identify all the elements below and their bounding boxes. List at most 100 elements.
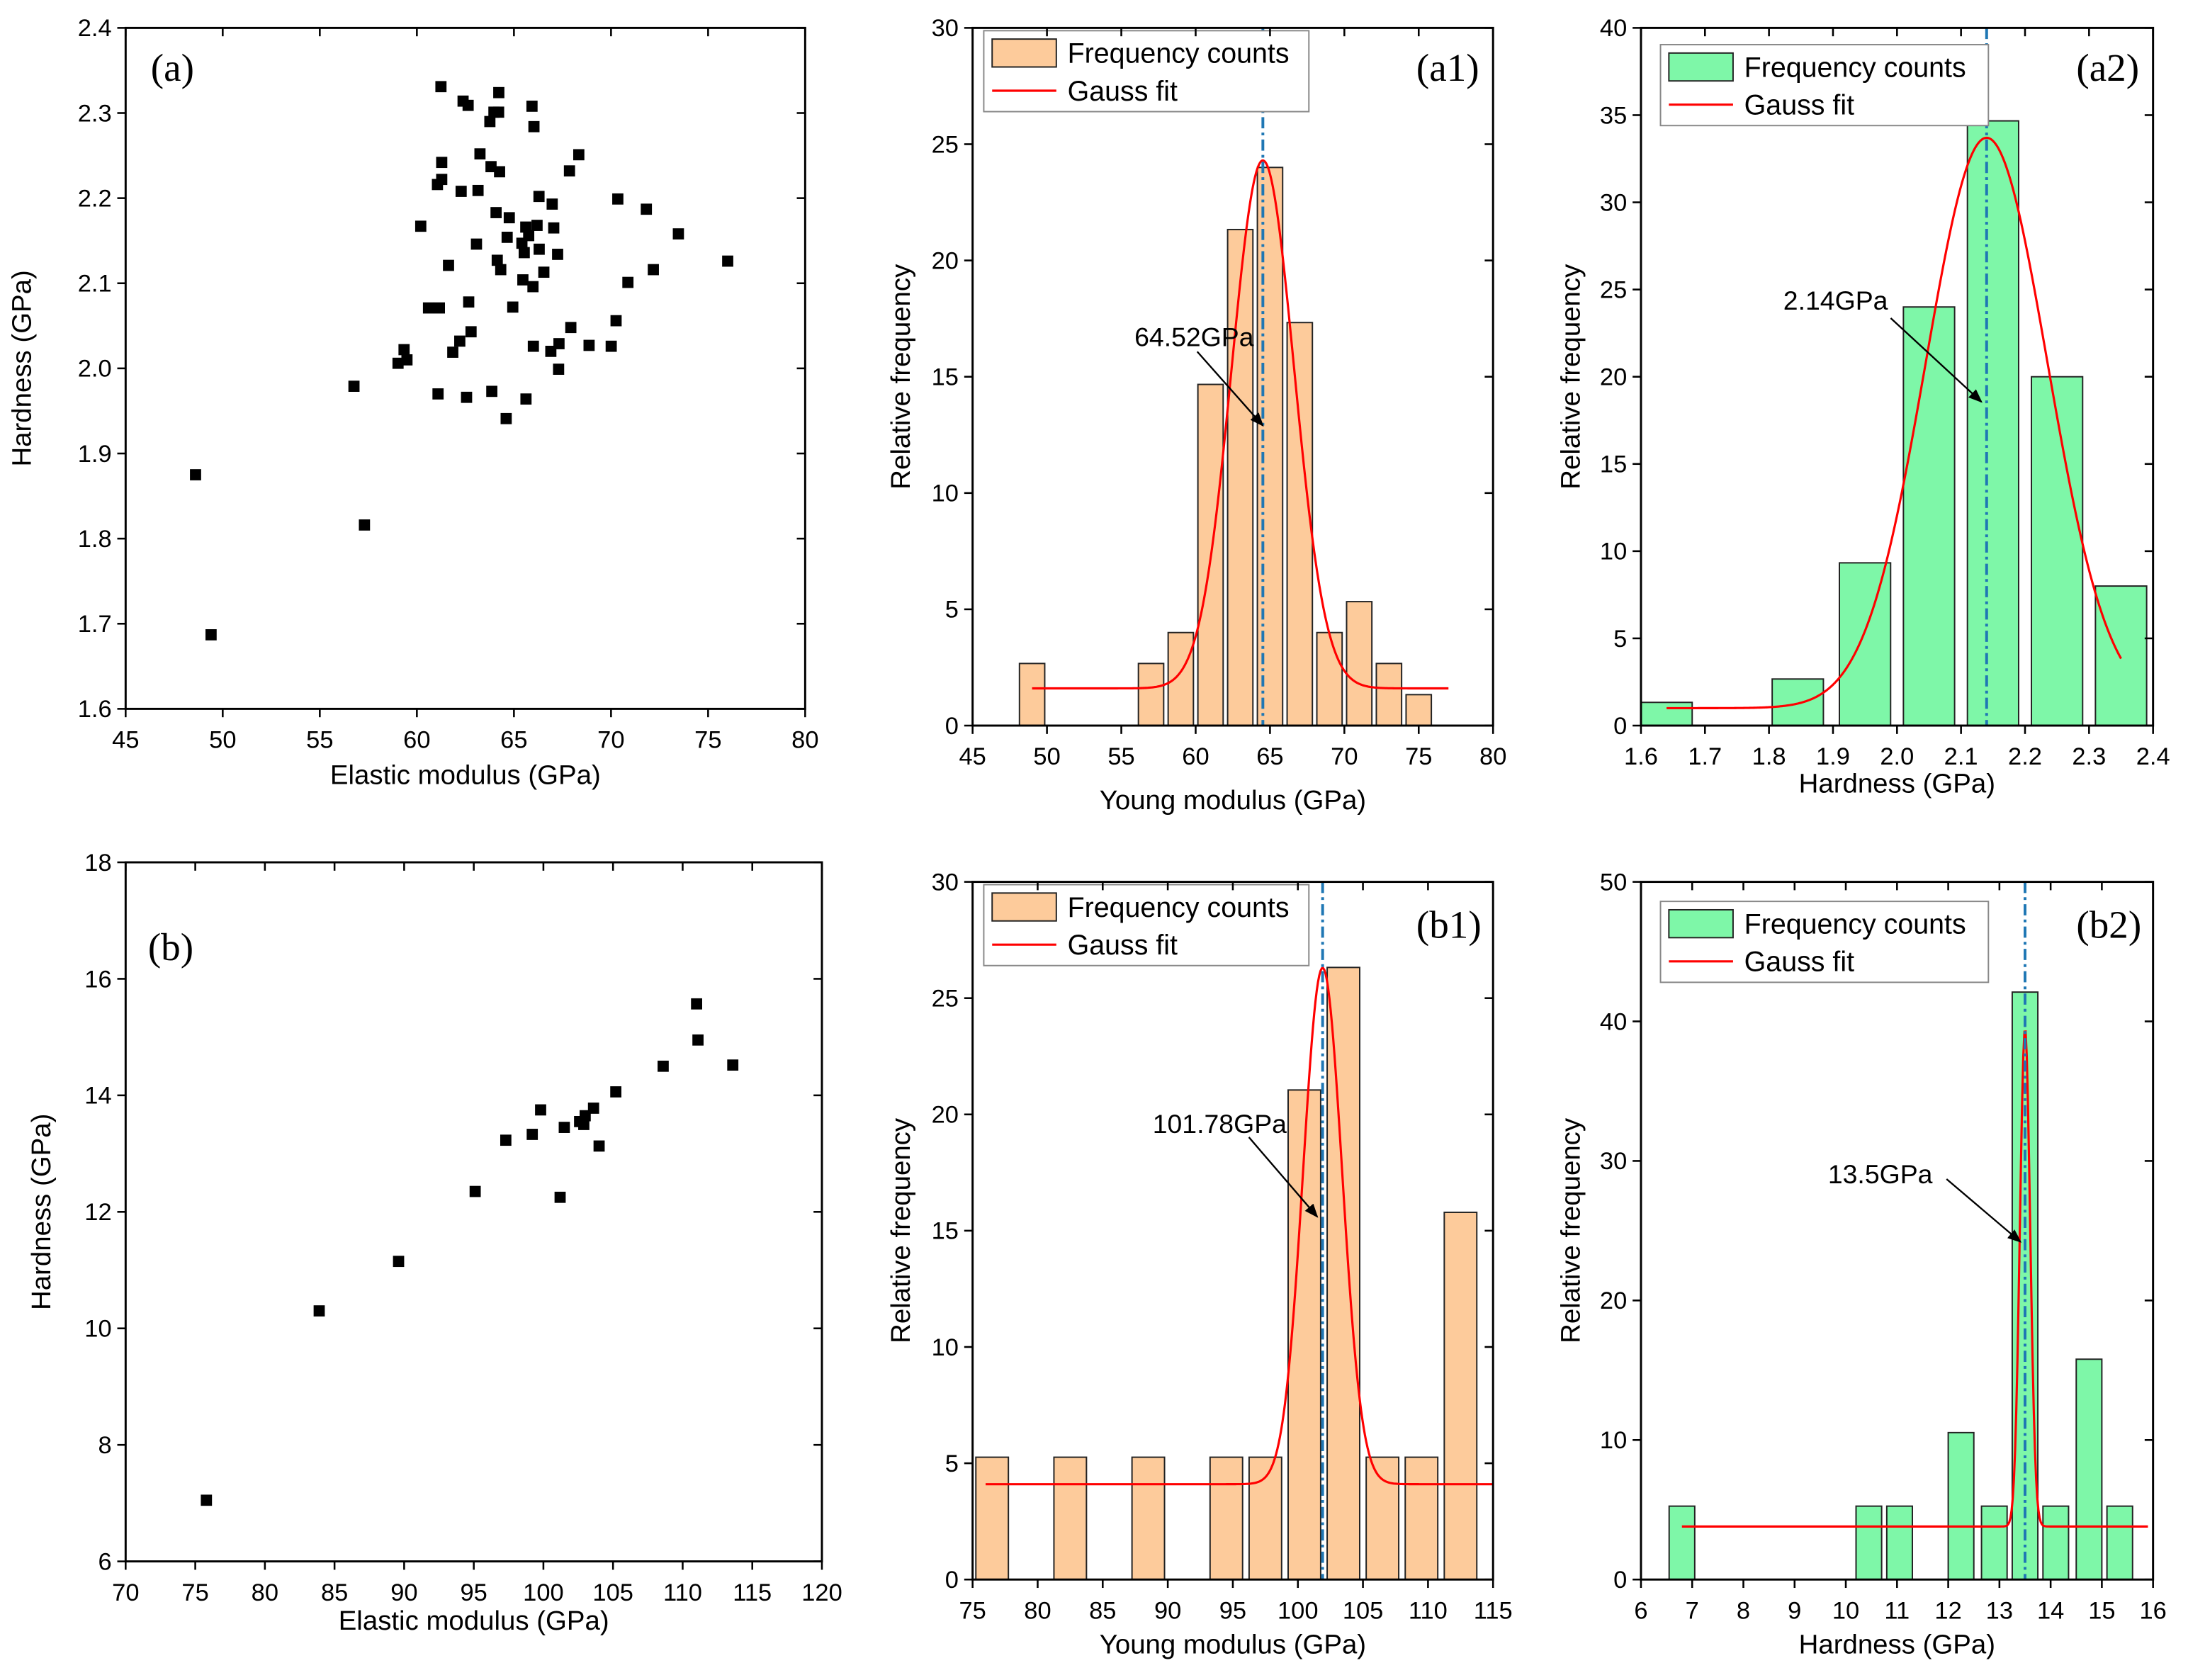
legend-box xyxy=(983,884,1310,966)
scatter-point xyxy=(520,221,531,233)
histogram-bar xyxy=(1131,1456,1166,1581)
x-tick-label: 8 xyxy=(1737,1597,1750,1624)
histogram-bar xyxy=(1902,306,1956,727)
scatter-point xyxy=(727,1059,739,1071)
y-tick-label: 5 xyxy=(1613,626,1627,653)
scatter-point xyxy=(447,346,458,358)
scatter-point xyxy=(205,629,217,641)
y-tick-label: 2.2 xyxy=(78,185,112,212)
legend-label: Gauss fit xyxy=(1744,89,1854,120)
legend-label: Frequency counts xyxy=(1744,908,1966,940)
scatter-point xyxy=(348,380,360,392)
plot-frame xyxy=(124,861,823,1563)
x-tick-label: 45 xyxy=(959,743,986,770)
panel-a: 45 50 55 60 65 70 75 80 1.6 1.7 1.8 1.9 2.0 2.1 2.2 2.3… xyxy=(6,15,818,791)
x-tick-label: 85 xyxy=(321,1579,348,1606)
x-axis-label: Hardness (GPa) xyxy=(1799,1630,1995,1660)
annotation-arrow xyxy=(1890,317,1983,403)
histogram-bar xyxy=(1966,120,2019,727)
annotation-arrow xyxy=(1248,1137,1319,1218)
scatter-point xyxy=(432,388,444,400)
scatter-point xyxy=(534,243,545,255)
scatter-point xyxy=(612,193,624,205)
scatter-point xyxy=(490,207,502,218)
scatter-point xyxy=(658,1060,669,1072)
y-tick-label: 10 xyxy=(1600,539,1627,565)
y-tick-label: 25 xyxy=(932,985,959,1012)
x-tick-label: 80 xyxy=(791,727,818,754)
annotation-arrow xyxy=(1946,1178,2022,1243)
x-tick-label: 65 xyxy=(500,727,527,754)
scatter-point xyxy=(484,115,496,128)
scatter-point xyxy=(722,255,733,267)
scatter-point xyxy=(552,249,563,260)
y-tick-label: 1.6 xyxy=(78,696,112,723)
histogram-bar xyxy=(1287,1089,1321,1581)
y-tick-label: 14 xyxy=(84,1083,111,1110)
x-tick-label: 55 xyxy=(1107,743,1134,770)
scatter-point xyxy=(486,385,497,398)
scatter-point xyxy=(436,157,448,169)
scatter-point xyxy=(465,326,477,338)
x-tick-label: 85 xyxy=(1089,1597,1116,1624)
legend-swatch-bar xyxy=(1668,908,1734,939)
x-tick-label: 115 xyxy=(1474,1597,1513,1624)
y-tick-label: 25 xyxy=(932,131,959,158)
x-tick-label: 12 xyxy=(1934,1597,1961,1624)
scatter-point xyxy=(605,340,617,352)
legend-label: Gauss fit xyxy=(1744,947,1854,978)
y-tick-label: 40 xyxy=(1600,15,1627,42)
y-tick-label: 20 xyxy=(932,1102,959,1129)
scatter-point xyxy=(313,1305,325,1317)
y-tick-label: 5 xyxy=(945,597,959,624)
x-tick-label: 13 xyxy=(1986,1597,2013,1624)
y-tick-label: 20 xyxy=(1600,364,1627,391)
histogram-bar xyxy=(1053,1456,1088,1581)
y-tick-label: 10 xyxy=(84,1316,111,1343)
y-axis-label: Relative frequency xyxy=(886,264,916,490)
y-tick-label: 50 xyxy=(1600,869,1627,896)
scatter-point xyxy=(398,344,410,356)
y-tick-label: 0 xyxy=(945,1567,959,1594)
histogram-bar xyxy=(2106,1505,2133,1581)
scatter-point xyxy=(583,339,595,351)
scatter-point xyxy=(565,322,577,334)
x-tick-label: 15 xyxy=(2088,1597,2115,1624)
scatter-point xyxy=(528,120,540,133)
histogram-bar xyxy=(1404,1456,1439,1581)
x-tick-label: 50 xyxy=(1033,743,1060,770)
x-tick-label: 6 xyxy=(1634,1597,1647,1624)
y-tick-label: 30 xyxy=(1600,1148,1627,1175)
x-tick-label: 1.9 xyxy=(1816,743,1850,770)
scatter-point xyxy=(531,220,543,231)
y-tick-label: 5 xyxy=(945,1450,959,1477)
scatter-point xyxy=(393,1256,405,1268)
scatter-point xyxy=(415,220,427,232)
y-axis-label: Hardness (GPa) xyxy=(26,1114,57,1310)
scatter-point xyxy=(538,266,550,278)
scatter-point xyxy=(563,165,575,177)
x-tick-label: 80 xyxy=(252,1579,278,1606)
y-tick-label: 1.8 xyxy=(78,526,112,553)
scatter-point xyxy=(491,254,503,266)
x-tick-label: 2.3 xyxy=(2072,743,2106,770)
histogram-bar xyxy=(2075,1358,2103,1581)
histogram-bar xyxy=(1226,228,1254,727)
scatter-point xyxy=(533,191,545,203)
x-tick-label: 95 xyxy=(460,1579,487,1606)
annotation-label: 2.14GPa xyxy=(1783,286,1888,315)
annotation-arrow xyxy=(1196,351,1264,427)
scatter-point xyxy=(474,148,486,160)
x-axis-label: Young modulus (GPa) xyxy=(1100,1630,1366,1660)
histogram-bar xyxy=(1443,1211,1478,1581)
x-tick-label: 70 xyxy=(597,727,624,754)
scatter-point xyxy=(517,274,529,286)
annotation-label: 64.52GPa xyxy=(1134,322,1254,351)
histogram-bar xyxy=(2031,376,2084,727)
y-tick-label: 20 xyxy=(1600,1287,1627,1314)
scatter-point xyxy=(587,1103,599,1114)
x-tick-label: 50 xyxy=(209,727,236,754)
x-tick-label: 2.4 xyxy=(2136,743,2170,770)
histogram-bar xyxy=(1839,562,1892,727)
